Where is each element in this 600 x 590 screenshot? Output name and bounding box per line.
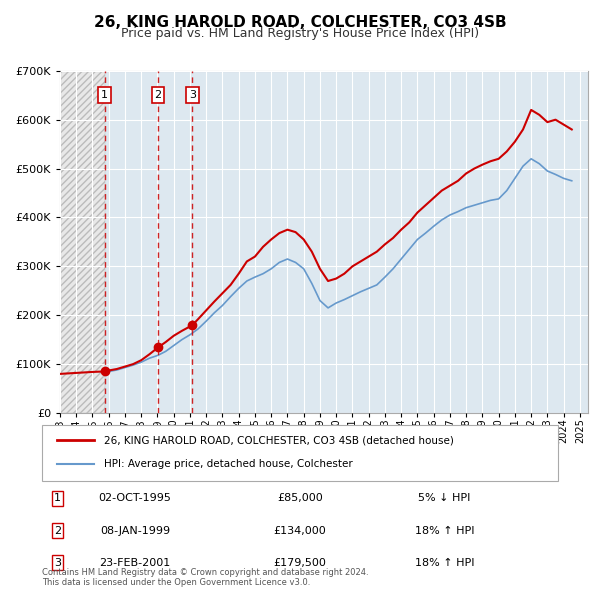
Text: 26, KING HAROLD ROAD, COLCHESTER, CO3 4SB: 26, KING HAROLD ROAD, COLCHESTER, CO3 4S…: [94, 15, 506, 30]
Text: £134,000: £134,000: [274, 526, 326, 536]
Text: 23-FEB-2001: 23-FEB-2001: [99, 558, 170, 568]
Text: HPI: Average price, detached house, Colchester: HPI: Average price, detached house, Colc…: [104, 459, 353, 469]
Text: £85,000: £85,000: [277, 493, 323, 503]
Text: 02-OCT-1995: 02-OCT-1995: [98, 493, 172, 503]
Bar: [60, 71, 104, 413]
Text: 2: 2: [54, 526, 61, 536]
Text: 18% ↑ HPI: 18% ↑ HPI: [415, 558, 474, 568]
Text: 1: 1: [101, 90, 108, 100]
Text: 3: 3: [189, 90, 196, 100]
Text: 08-JAN-1999: 08-JAN-1999: [100, 526, 170, 536]
Text: 26, KING HAROLD ROAD, COLCHESTER, CO3 4SB (detached house): 26, KING HAROLD ROAD, COLCHESTER, CO3 4S…: [104, 435, 454, 445]
Text: 1: 1: [54, 493, 61, 503]
Text: Price paid vs. HM Land Registry's House Price Index (HPI): Price paid vs. HM Land Registry's House …: [121, 27, 479, 40]
Text: £179,500: £179,500: [274, 558, 326, 568]
Text: 3: 3: [54, 558, 61, 568]
Text: 2: 2: [154, 90, 161, 100]
Text: 5% ↓ HPI: 5% ↓ HPI: [418, 493, 470, 503]
Text: Contains HM Land Registry data © Crown copyright and database right 2024.
This d: Contains HM Land Registry data © Crown c…: [42, 568, 368, 587]
Bar: [60, 71, 104, 413]
FancyBboxPatch shape: [42, 425, 558, 481]
Text: 18% ↑ HPI: 18% ↑ HPI: [415, 526, 474, 536]
